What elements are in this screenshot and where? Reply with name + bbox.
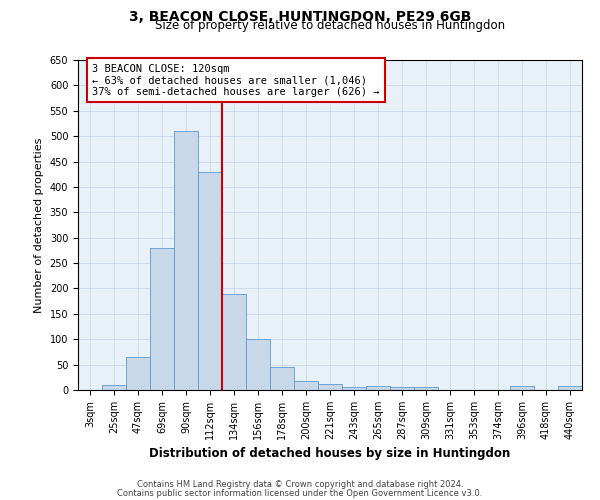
Text: Contains public sector information licensed under the Open Government Licence v3: Contains public sector information licen…	[118, 489, 482, 498]
Bar	[342, 387, 366, 390]
Text: 3, BEACON CLOSE, HUNTINGDON, PE29 6GB: 3, BEACON CLOSE, HUNTINGDON, PE29 6GB	[129, 10, 471, 24]
Bar	[366, 386, 390, 390]
Bar	[558, 386, 582, 390]
Bar	[510, 386, 534, 390]
Bar	[150, 248, 174, 390]
Title: Size of property relative to detached houses in Huntingdon: Size of property relative to detached ho…	[155, 20, 505, 32]
Bar	[126, 357, 150, 390]
Text: 3 BEACON CLOSE: 120sqm
← 63% of detached houses are smaller (1,046)
37% of semi-: 3 BEACON CLOSE: 120sqm ← 63% of detached…	[92, 64, 380, 97]
Bar	[222, 294, 246, 390]
Bar	[318, 384, 342, 390]
Bar	[246, 339, 270, 390]
Y-axis label: Number of detached properties: Number of detached properties	[34, 138, 44, 312]
X-axis label: Distribution of detached houses by size in Huntingdon: Distribution of detached houses by size …	[149, 448, 511, 460]
Bar	[270, 367, 294, 390]
Bar	[198, 172, 222, 390]
Bar	[390, 388, 414, 390]
Text: Contains HM Land Registry data © Crown copyright and database right 2024.: Contains HM Land Registry data © Crown c…	[137, 480, 463, 489]
Bar	[174, 131, 198, 390]
Bar	[414, 388, 438, 390]
Bar	[294, 382, 318, 390]
Bar	[102, 385, 126, 390]
